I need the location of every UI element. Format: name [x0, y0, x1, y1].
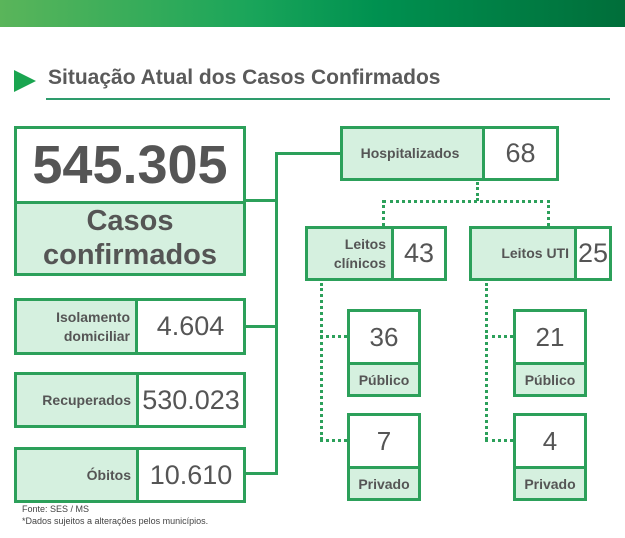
leitos-uti-card: Leitos UTI 25 [469, 226, 612, 281]
connector [275, 152, 341, 155]
label: Privado [350, 466, 418, 498]
value: 4 [542, 425, 558, 456]
leitos-clinicos-card: Leitos clínicos 43 [305, 226, 447, 281]
label: Público [350, 362, 418, 394]
isolamento-label: Isolamento domiciliar [17, 301, 135, 352]
clinicos-publico-card: 36 Público [347, 309, 421, 397]
connector [245, 325, 278, 328]
value: 21 [535, 321, 565, 352]
hospitalizados-value: 68 [482, 129, 556, 178]
dotted-connector [320, 283, 323, 440]
connector [245, 199, 278, 202]
uti-privado-card: 4 Privado [513, 413, 587, 501]
confirmed-value: 545.305 [32, 135, 228, 195]
top-banner [0, 0, 625, 27]
connector [275, 152, 278, 475]
dotted-connector [476, 182, 479, 201]
obitos-label: Óbitos [17, 450, 136, 500]
leitos-uti-value: 25 [574, 229, 609, 278]
leitos-clinicos-value: 43 [391, 229, 444, 278]
dotted-connector [320, 335, 347, 338]
clinicos-privado-card: 7 Privado [347, 413, 421, 501]
recuperados-card: Recuperados 530.023 [14, 372, 246, 428]
uti-publico-card: 21 Público [513, 309, 587, 397]
dotted-connector [485, 335, 513, 338]
hospitalizados-label: Hospitalizados [343, 129, 482, 178]
leitos-uti-label: Leitos UTI [472, 229, 574, 278]
value: 36 [369, 321, 399, 352]
obitos-card: Óbitos 10.610 [14, 447, 246, 503]
label: Público [516, 362, 584, 394]
confirmed-label: Casos confirmados [17, 201, 243, 273]
label: Privado [516, 466, 584, 498]
dotted-connector [547, 200, 550, 226]
triangle-bullet-icon [14, 70, 36, 92]
recuperados-label: Recuperados [17, 375, 136, 425]
footer-source: Fonte: SES / MS [22, 504, 90, 514]
dotted-connector [382, 200, 385, 226]
leitos-clinicos-label: Leitos clínicos [308, 229, 391, 278]
dotted-connector [320, 439, 347, 442]
isolamento-value: 4.604 [135, 301, 243, 352]
title-underline [46, 98, 610, 100]
value: 7 [376, 425, 392, 456]
recuperados-value: 530.023 [136, 375, 243, 425]
confirmed-cases-card: 545.305 Casos confirmados [14, 126, 246, 276]
isolamento-card: Isolamento domiciliar 4.604 [14, 298, 246, 355]
footer-note: *Dados sujeitos a alterações pelos munic… [22, 516, 209, 526]
obitos-value: 10.610 [136, 450, 243, 500]
dotted-connector [485, 439, 513, 442]
connector [245, 472, 278, 475]
hospitalizados-card: Hospitalizados 68 [340, 126, 559, 181]
page-title: Situação Atual dos Casos Confirmados [48, 66, 441, 89]
dotted-connector [383, 200, 550, 203]
dotted-connector [485, 283, 488, 440]
